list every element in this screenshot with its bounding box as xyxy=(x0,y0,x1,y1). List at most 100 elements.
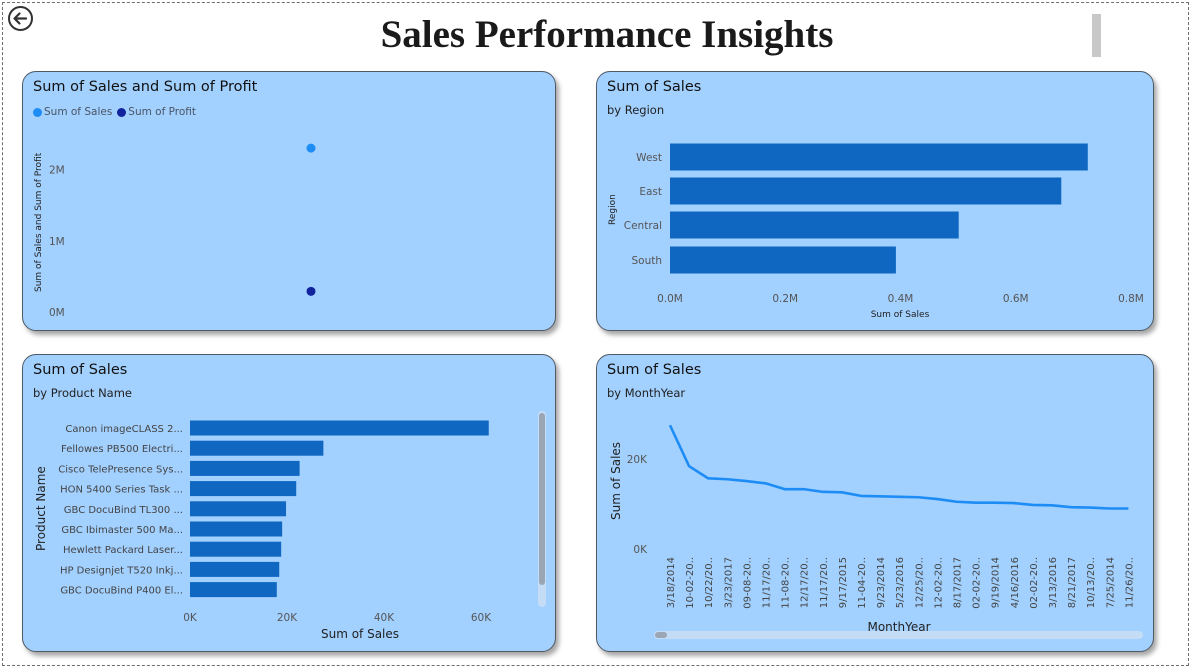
bar xyxy=(190,521,283,537)
x-tick-label: 02-02-20.. xyxy=(1029,557,1040,609)
bar xyxy=(190,481,297,497)
scatter-chart: 0M 1M 2M Sum of Sales and Sum of Profit xyxy=(34,143,316,319)
horizontal-scrollbar[interactable] xyxy=(654,631,1143,639)
legend-label: Sum of Sales xyxy=(44,106,113,118)
legend-item-sales[interactable]: Sum of Sales xyxy=(33,106,112,118)
x-tick-label: 10-02-20.. xyxy=(685,557,696,609)
bar xyxy=(190,582,277,598)
x-tick-label: 0.4M xyxy=(888,293,914,305)
x-tick-label: 11/17/20.. xyxy=(819,557,830,608)
x-tick-label: 7/25/2014 xyxy=(1105,557,1116,608)
y-tick-label: 2M xyxy=(49,165,65,177)
bar xyxy=(190,561,280,577)
x-axis-title: Sum of Sales xyxy=(321,627,399,641)
card-title: Sum of Sales xyxy=(607,79,702,95)
bar xyxy=(190,541,282,557)
month-card[interactable]: Sum of Sales by MonthYear 0K 20K Sum of Sa… xyxy=(596,354,1154,652)
y-tick-label: Hewlett Packard Laser... xyxy=(63,545,183,556)
bar xyxy=(670,143,1088,171)
legend-item-profit[interactable]: Sum of Profit xyxy=(117,106,196,118)
x-tick-label: 9/19/2014 xyxy=(991,557,1002,608)
scatter-card[interactable]: Sum of Sales and Sum of Profit Sum of Sa… xyxy=(22,71,556,331)
y-tick-label: Fellowes PB500 Electri... xyxy=(61,444,183,455)
y-tick-label: East xyxy=(639,186,662,198)
bar xyxy=(670,177,1062,205)
x-tick-label: 11/26/20.. xyxy=(1124,557,1135,608)
x-tick-label: 0.2M xyxy=(772,293,798,305)
legend-dot-icon xyxy=(33,107,42,117)
month-line-chart: 0K 20K Sum of Sales 3/18/2014 10-02-20.. 10/2… xyxy=(609,424,1135,634)
x-tick-label: 20K xyxy=(277,612,298,624)
card-subtitle: by Product Name xyxy=(33,386,133,400)
page-scrollbar[interactable] xyxy=(1092,14,1101,57)
x-tick-label: 10/13/20.. xyxy=(1086,557,1097,608)
x-tick-label: 12/17/20.. xyxy=(800,557,811,608)
x-tick-label: 9/17/2015 xyxy=(838,557,849,608)
x-tick-label: 0K xyxy=(183,612,198,624)
y-tick-label: West xyxy=(636,152,662,164)
x-tick-label: 8/17/2017 xyxy=(953,557,964,608)
bar xyxy=(190,460,300,476)
y-tick-label: Canon imageCLASS 2... xyxy=(65,424,183,435)
x-tick-label: 12-02-20.. xyxy=(933,557,944,609)
x-tick-label: 5/23/2016 xyxy=(895,557,906,608)
product-bar-chart: Canon imageCLASS 2... Fellowes PB500 Elec… xyxy=(34,420,492,641)
page-title: Sales Performance Insights xyxy=(380,13,834,56)
bar xyxy=(670,211,959,239)
x-axis-title: Sum of Sales xyxy=(871,310,930,320)
scatter-point xyxy=(306,143,316,153)
y-tick-label: Central xyxy=(624,220,662,232)
x-tick-label: 4/16/2016 xyxy=(1010,557,1021,608)
x-tick-label: 40K xyxy=(374,612,395,624)
sales-line xyxy=(668,424,1129,510)
card-subtitle: by MonthYear xyxy=(607,386,686,400)
y-axis-title: Sum of Sales xyxy=(609,442,623,520)
x-tick-label: 9/23/2014 xyxy=(876,557,887,608)
x-tick-label: 0.8M xyxy=(1118,293,1144,305)
y-axis-title: Product Name xyxy=(34,466,48,551)
chart-legend: Sum of Sales Sum of Profit xyxy=(33,106,201,118)
scatter-point xyxy=(306,286,316,296)
y-tick-label: HON 5400 Series Task ... xyxy=(60,485,183,496)
y-tick-label: 20K xyxy=(627,454,648,466)
x-tick-label: 11/17/20.. xyxy=(762,557,773,608)
y-tick-label: Cisco TelePresence Sys... xyxy=(58,464,183,475)
y-tick-label: GBC DocuBind TL300 ... xyxy=(64,505,183,516)
x-tick-label: 0.6M xyxy=(1003,293,1029,305)
scrollbar-thumb[interactable] xyxy=(655,632,667,638)
y-tick-label: 0K xyxy=(633,544,648,556)
region-bar-chart: West East Central South 0.0M 0.2M 0.4M 0.6M 0.8M… xyxy=(608,143,1144,320)
x-tick-label: 10/22/20.. xyxy=(704,557,715,608)
x-tick-label: 11-04-20.. xyxy=(857,557,868,609)
x-tick-label: 60K xyxy=(471,612,492,624)
y-tick-label: 0M xyxy=(49,307,65,319)
scrollbar-thumb[interactable] xyxy=(539,413,545,585)
bar xyxy=(190,420,489,436)
y-tick-label: GBC DocuBind P400 El... xyxy=(60,586,183,597)
back-arrow-icon[interactable] xyxy=(7,5,34,32)
bar xyxy=(190,501,287,517)
legend-dot-icon xyxy=(117,107,127,117)
x-tick-label: 0.0M xyxy=(657,293,683,305)
x-tick-label: 02-02-20.. xyxy=(972,557,983,609)
bar xyxy=(670,246,896,274)
card-title: Sum of Sales xyxy=(607,362,702,378)
bar xyxy=(190,440,324,456)
region-card[interactable]: Sum of Sales by Region West East Central So… xyxy=(596,71,1154,331)
legend-label: Sum of Profit xyxy=(128,106,197,118)
y-axis-title: Region xyxy=(608,194,618,225)
x-tick-label: 12/25/20.. xyxy=(914,557,925,608)
x-axis-title: MonthYear xyxy=(867,620,930,634)
x-tick-label: 8/21/2017 xyxy=(1067,557,1078,608)
y-tick-label: HP Designjet T520 Inkj... xyxy=(60,565,183,576)
product-card[interactable]: Sum of Sales by Product Name Canon image… xyxy=(22,354,556,652)
y-tick-label: GBC Ibimaster 500 Ma... xyxy=(61,525,183,536)
y-tick-label: South xyxy=(631,255,662,267)
card-title: Sum of Sales and Sum of Profit xyxy=(33,79,258,95)
y-tick-label: 1M xyxy=(49,236,65,248)
x-tick-label: 3/23/2017 xyxy=(723,557,734,608)
card-subtitle: by Region xyxy=(607,103,665,117)
card-title: Sum of Sales xyxy=(33,362,128,378)
y-axis-title: Sum of Sales and Sum of Profit xyxy=(34,152,44,292)
